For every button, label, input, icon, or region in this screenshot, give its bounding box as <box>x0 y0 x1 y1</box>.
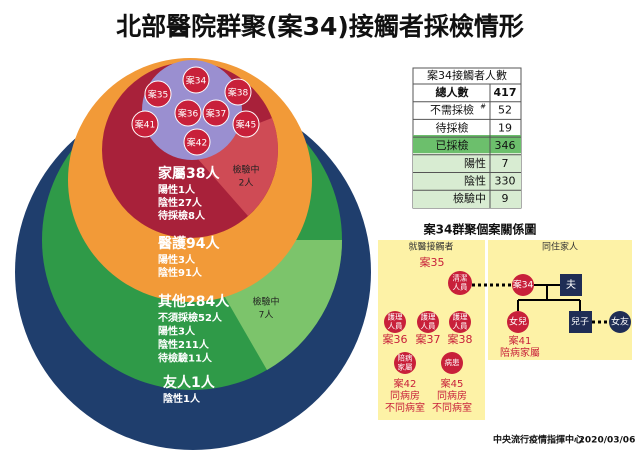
table-cell: 7 <box>502 157 509 170</box>
table-row-bg <box>413 153 521 208</box>
person-icon <box>417 311 439 333</box>
case-label: 案35 <box>148 89 168 101</box>
table-cell: 417 <box>494 86 517 99</box>
group-line: 陰性211人 <box>158 338 210 351</box>
group-line: 陽性3人 <box>158 253 196 266</box>
case-label: 不同病室 <box>432 401 472 414</box>
icon-label: 人員 <box>453 322 468 331</box>
case-dot <box>183 128 211 156</box>
table-cell: 330 <box>495 175 516 188</box>
group-line: 陰性27人 <box>158 196 203 209</box>
case-label: 案37 <box>416 332 441 346</box>
case-dot <box>131 110 159 138</box>
footer: 2020/03/06 <box>579 436 636 446</box>
group-label: 醫護94人 <box>158 235 220 252</box>
case-label: 案36 <box>383 332 408 346</box>
testing-label: 2人 <box>239 178 254 189</box>
case-label: 案37 <box>206 108 226 120</box>
person-icon <box>507 311 529 333</box>
person-icon <box>609 311 631 333</box>
group-line: 不須採檢52人 <box>158 311 223 324</box>
group-line: 陽性3人 <box>158 325 196 338</box>
icon-label: 女友 <box>611 316 629 328</box>
icon-label: 案34 <box>513 279 534 291</box>
table-row-bg <box>413 135 521 153</box>
person-icon <box>560 274 582 296</box>
table-header: 案34接觸者人數 <box>427 68 507 82</box>
case-dot <box>144 80 172 108</box>
icon-label: 病患 <box>445 357 460 367</box>
case-dot <box>224 78 252 106</box>
case-label: 不同病室 <box>385 401 425 414</box>
case-label: 同病房 <box>390 389 420 402</box>
group-label: 友人1人 <box>163 374 216 391</box>
case-label: 案45 <box>236 119 256 131</box>
testing-label: 檢驗中 <box>232 164 259 176</box>
group-line: 陰性1人 <box>163 392 201 405</box>
case-label: 案41 <box>135 119 155 131</box>
group-line: 待採檢8人 <box>158 209 206 222</box>
title: 北部醫院群聚(案34)接觸者採檢情形 <box>116 12 524 41</box>
person-icon <box>512 274 534 296</box>
case-label: 同病房 <box>437 389 467 402</box>
case-dot <box>182 66 210 94</box>
icon-label: 清潔 <box>453 273 468 283</box>
table-note: # <box>480 103 486 111</box>
case-label: 案42 <box>187 137 207 149</box>
case-label: 案42 <box>394 377 417 390</box>
table-cell: 不需採檢 <box>430 103 474 117</box>
family-link <box>517 285 581 311</box>
icon-label: 家屬 <box>398 362 413 372</box>
group-title: 就醫接觸者 <box>408 241 453 253</box>
group-line: 陰性91人 <box>158 266 203 279</box>
group-label: 其他284人 <box>158 293 230 310</box>
table-cell: 52 <box>498 104 512 117</box>
icon-label: 兒子 <box>571 316 589 328</box>
case-label: 案36 <box>178 108 199 120</box>
testing-label: 7人 <box>259 310 274 321</box>
person-icon <box>441 352 463 374</box>
group-title: 同住家人 <box>542 241 578 253</box>
group-label: 家屬38人 <box>158 165 220 182</box>
case-label: 案45 <box>441 377 464 390</box>
icon-label: 護理 <box>421 312 436 322</box>
case-dot <box>232 110 260 138</box>
icon-label: 夫 <box>566 279 576 291</box>
case-label: 案38 <box>228 87 249 99</box>
group-line: 陽性1人 <box>158 183 196 196</box>
person-icon <box>449 311 471 333</box>
icon-label: 護理 <box>453 312 468 322</box>
person-icon <box>384 311 406 333</box>
table-cell: 346 <box>495 139 516 152</box>
table-cell: 19 <box>498 121 512 134</box>
table-cell: 待採檢 <box>436 120 469 134</box>
table-cell: 已採檢 <box>436 138 469 152</box>
case-dot <box>202 99 230 127</box>
case-label: 案34 <box>186 75 207 87</box>
footer: 中央流行疫情指揮中心 <box>493 434 583 446</box>
icon-label: 人員 <box>388 322 403 331</box>
table-cell: 檢驗中 <box>453 191 486 205</box>
table-cell: 陽性 <box>464 156 486 170</box>
case-label: 陪病家屬 <box>500 346 540 359</box>
table-cell: 9 <box>502 192 509 205</box>
person-icon <box>394 352 416 374</box>
group-line: 待檢驗11人 <box>158 352 213 365</box>
diagram-title: 案34群聚個案關係圖 <box>423 222 537 237</box>
case-label: 案41 <box>509 334 532 347</box>
testing-label: 檢驗中 <box>252 296 279 308</box>
icon-label: 人員 <box>453 283 468 292</box>
icon-label: 護理 <box>388 312 403 322</box>
person-icon <box>448 271 472 295</box>
person-icon <box>569 311 592 333</box>
case-label: 案35 <box>420 255 445 269</box>
case-label: 案38 <box>448 332 473 346</box>
icon-label: 女兒 <box>509 316 527 328</box>
case-dot <box>174 99 202 127</box>
icon-label: 陪病 <box>398 353 413 363</box>
table-cell: 總人數 <box>436 85 469 99</box>
table-cell: 陰性 <box>464 174 486 188</box>
icon-label: 人員 <box>421 322 436 331</box>
